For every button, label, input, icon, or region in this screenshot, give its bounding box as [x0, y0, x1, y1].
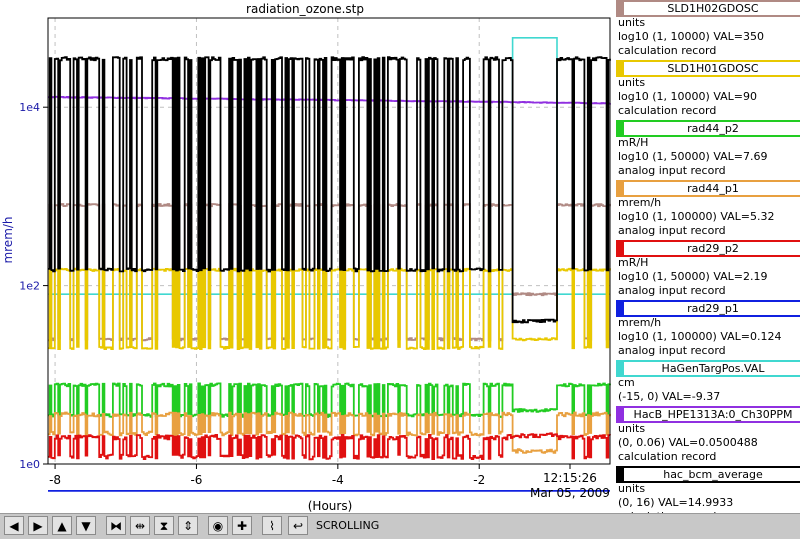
toolbar: SCROLLING ◀ ▶ ▲ ▼ ⧓ ⇹ ⧗ ⇕ ◉ ✚ ⌇ ↩ — [0, 513, 800, 539]
legend: SLD1H02GDOSC units log10 (1, 10000) VAL=35… — [616, 0, 800, 526]
legend-units: mR/H — [618, 136, 649, 149]
legend-series-name: hac_bcm_average — [616, 466, 800, 483]
legend-record: analog input record — [618, 164, 726, 177]
legend-entry[interactable]: SLD1H01GDOSC units log10 (1, 10000) VAL=90… — [616, 60, 800, 120]
series-line-rad44-p2 — [48, 382, 611, 418]
series-line-rad44-p1 — [48, 411, 611, 454]
legend-range: log10 (1, 100000) VAL=0.124 — [618, 330, 782, 343]
scroll-mode-icon[interactable]: ⌇ — [262, 516, 282, 535]
legend-range: (-15, 0) VAL=-9.37 — [618, 390, 721, 403]
legend-entry[interactable]: HaGenTargPos.VAL cm (-15, 0) VAL=-9.37 — [616, 360, 800, 406]
time-label: 12:15:26 — [543, 471, 597, 485]
legend-series-name: SLD1H01GDOSC — [616, 60, 800, 77]
legend-units: units — [618, 422, 646, 435]
series-line-hacb-hpe1313a-0-ch30ppm — [48, 95, 611, 105]
auto-scale-icon[interactable]: ◉ — [208, 516, 228, 535]
legend-range: log10 (1, 50000) VAL=2.19 — [618, 270, 768, 283]
legend-range: (0, 0.06) VAL=0.0500488 — [618, 436, 758, 449]
x-tick-label: -8 — [49, 473, 61, 487]
x-tick-label: -6 — [190, 473, 202, 487]
zoom-in-y-icon[interactable]: ⧗ — [154, 516, 174, 535]
legend-record: calculation record — [618, 450, 717, 463]
legend-record: analog input record — [618, 224, 726, 237]
pan-up-icon[interactable]: ▲ — [52, 516, 72, 535]
legend-entry[interactable]: rad44_p2 mR/H log10 (1, 50000) VAL=7.69 ana… — [616, 120, 800, 180]
y-axis-label: mrem/h — [1, 216, 15, 263]
legend-units: units — [618, 482, 646, 495]
legend-series-name: rad44_p2 — [616, 120, 800, 137]
legend-record: calculation record — [618, 104, 717, 117]
legend-series-name: SLD1H02GDOSC — [616, 0, 800, 17]
legend-record: calculation record — [618, 44, 717, 57]
legend-entry[interactable]: HacB_HPE1313A:0_Ch30PPM units (0, 0.06) VA… — [616, 406, 800, 466]
pan-left-icon[interactable]: ◀ — [4, 516, 24, 535]
legend-range: (0, 16) VAL=14.9933 — [618, 496, 734, 509]
zoom-out-y-icon[interactable]: ⇕ — [178, 516, 198, 535]
legend-units: cm — [618, 376, 635, 389]
date-label: Mar 05, 2009 — [530, 486, 610, 500]
x-tick-label: -4 — [332, 473, 344, 487]
pan-down-icon[interactable]: ▼ — [76, 516, 96, 535]
legend-units: units — [618, 76, 646, 89]
legend-entry[interactable]: rad44_p1 mrem/h log10 (1, 100000) VAL=5.32… — [616, 180, 800, 240]
series-line-sld1h01gdosc — [48, 267, 611, 350]
series-line-rad29-p2 — [48, 432, 611, 461]
legend-series-name: HaGenTargPos.VAL — [616, 360, 800, 377]
legend-range: log10 (1, 50000) VAL=7.69 — [618, 150, 768, 163]
pan-right-icon[interactable]: ▶ — [28, 516, 48, 535]
legend-series-name: rad44_p1 — [616, 180, 800, 197]
legend-range: log10 (1, 100000) VAL=5.32 — [618, 210, 775, 223]
legend-series-name: rad29_p2 — [616, 240, 800, 257]
legend-series-name: rad29_p1 — [616, 300, 800, 317]
zoom-out-x-icon[interactable]: ⇹ — [130, 516, 150, 535]
back-icon[interactable]: ↩ — [288, 516, 308, 535]
legend-record: analog input record — [618, 284, 726, 297]
x-axis-label: (Hours) — [308, 499, 353, 512]
mode-status: SCROLLING — [316, 519, 380, 532]
legend-units: mR/H — [618, 256, 649, 269]
legend-entry[interactable]: rad29_p1 mrem/h log10 (1, 100000) VAL=0.12… — [616, 300, 800, 360]
legend-range: log10 (1, 10000) VAL=90 — [618, 90, 758, 103]
legend-units: mrem/h — [618, 196, 662, 209]
add-icon[interactable]: ✚ — [232, 516, 252, 535]
legend-entry[interactable]: rad29_p2 mR/H log10 (1, 50000) VAL=2.19 ana… — [616, 240, 800, 300]
legend-entry[interactable]: SLD1H02GDOSC units log10 (1, 10000) VAL=35… — [616, 0, 800, 60]
plot-area[interactable]: -8 -6 -4 -2 1e0 1e2 1e4 mrem/h (Hours) 12:15:26Ma… — [0, 0, 612, 512]
y-tick-label: 1e4 — [19, 101, 40, 114]
legend-units: mrem/h — [618, 316, 662, 329]
series-line-hac-bcm-average — [48, 56, 611, 324]
legend-record: analog input record — [618, 344, 726, 357]
legend-units: units — [618, 16, 646, 29]
legend-range: log10 (1, 10000) VAL=350 — [618, 30, 765, 43]
x-tick-label: -2 — [473, 473, 485, 487]
chart-title: radiation_ozone.stp — [246, 2, 364, 16]
y-tick-label: 1e0 — [19, 458, 40, 471]
legend-series-name: HacB_HPE1313A:0_Ch30PPM — [616, 406, 800, 423]
y-tick-label: 1e2 — [19, 280, 40, 293]
zoom-in-x-icon[interactable]: ⧓ — [106, 516, 126, 535]
